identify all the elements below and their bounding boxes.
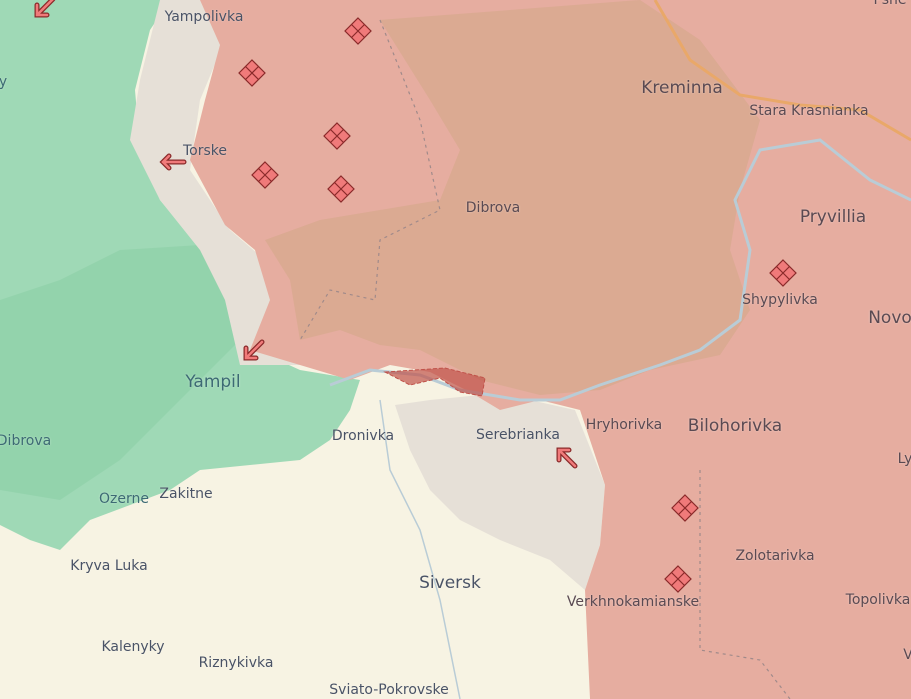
diamond-grid-icon[interactable]: [343, 16, 373, 46]
river-small: [379, 399, 461, 699]
diamond-grid-icon[interactable]: [322, 121, 352, 151]
place-label[interactable]: y: [0, 74, 8, 90]
place-label[interactable]: Topolivka: [845, 592, 911, 608]
diamond-grid-icon[interactable]: [663, 564, 693, 594]
place-label[interactable]: V: [903, 647, 911, 663]
green-forest: [0, 245, 240, 500]
place-label[interactable]: Zolotarivka: [735, 548, 815, 564]
place-label[interactable]: Ozerne: [99, 491, 149, 507]
place-label[interactable]: Ly: [897, 451, 911, 467]
attack-zone: [383, 367, 486, 397]
place-label[interactable]: Verkhnokamianske: [566, 594, 700, 610]
place-label[interactable]: Riznykivka: [198, 655, 274, 671]
place-label[interactable]: Shypylivka: [742, 292, 818, 308]
attack-arrow-icon[interactable]: [551, 442, 581, 472]
place-label[interactable]: Dronivka: [331, 428, 395, 444]
attack-arrow-icon[interactable]: [158, 147, 188, 177]
place-label[interactable]: Dibrova: [465, 200, 521, 216]
place-label[interactable]: Yampil: [185, 372, 241, 392]
place-label[interactable]: Kreminna: [641, 78, 723, 98]
place-label[interactable]: Pryvillia: [799, 207, 867, 227]
river: [329, 138, 911, 402]
place-label[interactable]: Sviato-Pokrovske: [329, 682, 449, 698]
place-label[interactable]: Serebrianka: [476, 427, 560, 443]
diamond-grid-icon[interactable]: [670, 493, 700, 523]
gray-zone-siversk: [395, 395, 605, 590]
place-label[interactable]: Zakitne: [159, 486, 213, 502]
attack-arrow-icon[interactable]: [29, 0, 59, 23]
occupied-dark-area: [265, 0, 760, 395]
place-label[interactable]: Dibrova: [0, 433, 52, 449]
attack-arrow-icon[interactable]: [238, 336, 268, 366]
place-label[interactable]: Stara Krasnianka: [749, 103, 869, 119]
admin-boundary: [299, 19, 791, 699]
place-label[interactable]: Novo: [868, 308, 911, 328]
diamond-grid-icon[interactable]: [250, 160, 280, 190]
road: [653, 0, 911, 142]
place-label[interactable]: Kryva Luka: [70, 558, 148, 574]
diamond-grid-icon[interactable]: [237, 58, 267, 88]
place-label[interactable]: Pshe: [873, 0, 907, 8]
place-label[interactable]: Bilohorivka: [687, 416, 783, 436]
diamond-grid-icon[interactable]: [768, 258, 798, 288]
gray-zone-west: [130, 0, 300, 365]
place-label[interactable]: Hryhorivka: [585, 417, 663, 433]
place-label[interactable]: Torske: [182, 143, 228, 159]
place-label[interactable]: Siversk: [419, 573, 481, 593]
place-label[interactable]: Yampolivka: [164, 9, 244, 25]
place-label[interactable]: Kalenyky: [101, 639, 165, 655]
diamond-grid-icon[interactable]: [326, 174, 356, 204]
